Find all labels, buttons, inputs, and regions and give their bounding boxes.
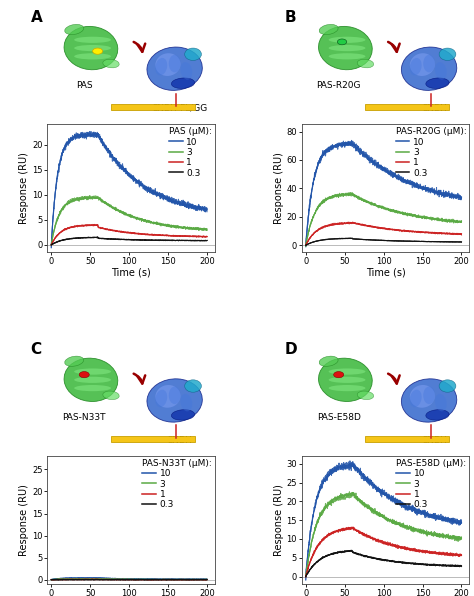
Ellipse shape xyxy=(439,380,456,392)
Text: A: A xyxy=(31,10,42,25)
Ellipse shape xyxy=(185,380,201,392)
Ellipse shape xyxy=(155,385,181,408)
Circle shape xyxy=(334,371,344,378)
Text: PAS-N33T: PAS-N33T xyxy=(63,413,106,422)
FancyArrowPatch shape xyxy=(388,374,400,384)
Ellipse shape xyxy=(435,62,447,79)
Circle shape xyxy=(92,48,103,54)
Legend: 10, 3, 1, 0.3: 10, 3, 1, 0.3 xyxy=(395,126,467,178)
Ellipse shape xyxy=(74,53,111,60)
Ellipse shape xyxy=(181,394,192,411)
Ellipse shape xyxy=(401,379,457,422)
Legend: 10, 3, 1, 0.3: 10, 3, 1, 0.3 xyxy=(168,126,213,178)
Ellipse shape xyxy=(328,53,365,60)
Ellipse shape xyxy=(65,356,84,367)
Ellipse shape xyxy=(74,377,111,383)
Text: C: C xyxy=(31,342,42,356)
Bar xyxy=(365,104,449,110)
Circle shape xyxy=(337,39,346,45)
Ellipse shape xyxy=(155,53,181,76)
Ellipse shape xyxy=(435,394,447,411)
Ellipse shape xyxy=(319,24,338,35)
Y-axis label: Response (RU): Response (RU) xyxy=(19,153,29,224)
Y-axis label: Response (RU): Response (RU) xyxy=(19,484,29,556)
Ellipse shape xyxy=(439,48,456,60)
Text: CNBH-FL/GG: CNBH-FL/GG xyxy=(152,104,208,113)
FancyArrowPatch shape xyxy=(134,374,145,384)
Ellipse shape xyxy=(65,24,84,35)
Ellipse shape xyxy=(103,391,119,399)
Ellipse shape xyxy=(74,385,111,391)
Ellipse shape xyxy=(410,58,422,76)
Y-axis label: Response (RU): Response (RU) xyxy=(273,484,283,556)
Ellipse shape xyxy=(181,62,192,79)
FancyArrowPatch shape xyxy=(134,42,145,52)
Circle shape xyxy=(79,371,89,378)
Ellipse shape xyxy=(147,47,202,91)
Ellipse shape xyxy=(328,368,365,375)
Ellipse shape xyxy=(103,59,119,68)
Ellipse shape xyxy=(328,37,365,43)
Text: PAS: PAS xyxy=(76,81,92,90)
Text: CNBH: CNBH xyxy=(167,436,192,445)
X-axis label: Time (s): Time (s) xyxy=(111,268,151,278)
Bar xyxy=(365,436,449,442)
Text: CNBH: CNBH xyxy=(421,436,447,445)
Ellipse shape xyxy=(357,59,374,68)
Ellipse shape xyxy=(169,387,181,404)
Ellipse shape xyxy=(410,390,422,407)
Ellipse shape xyxy=(74,368,111,375)
Ellipse shape xyxy=(357,391,374,399)
Ellipse shape xyxy=(328,385,365,391)
Legend: 10, 3, 1, 0.3: 10, 3, 1, 0.3 xyxy=(141,458,213,510)
Ellipse shape xyxy=(155,58,167,76)
Ellipse shape xyxy=(74,45,111,51)
Ellipse shape xyxy=(401,47,457,91)
Ellipse shape xyxy=(319,358,372,402)
Ellipse shape xyxy=(410,53,435,76)
Ellipse shape xyxy=(147,379,202,422)
Text: D: D xyxy=(285,342,298,356)
X-axis label: Time (s): Time (s) xyxy=(365,268,405,278)
Ellipse shape xyxy=(426,409,449,420)
Ellipse shape xyxy=(328,45,365,51)
Ellipse shape xyxy=(172,78,195,88)
Ellipse shape xyxy=(426,78,449,88)
Legend: 10, 3, 1, 0.3: 10, 3, 1, 0.3 xyxy=(395,458,467,510)
Ellipse shape xyxy=(410,385,435,408)
Ellipse shape xyxy=(169,55,181,72)
Text: CNBH: CNBH xyxy=(421,104,447,113)
Ellipse shape xyxy=(185,48,201,60)
Text: PAS-E58D: PAS-E58D xyxy=(317,413,361,422)
Ellipse shape xyxy=(423,387,435,404)
Text: PAS-R20G: PAS-R20G xyxy=(317,81,361,90)
Ellipse shape xyxy=(423,55,435,72)
Bar xyxy=(111,104,195,110)
Ellipse shape xyxy=(319,356,338,367)
Bar xyxy=(111,436,195,442)
Ellipse shape xyxy=(328,377,365,383)
Ellipse shape xyxy=(155,390,167,407)
Y-axis label: Response (RU): Response (RU) xyxy=(273,153,283,224)
Ellipse shape xyxy=(172,409,195,420)
FancyArrowPatch shape xyxy=(388,42,400,52)
Ellipse shape xyxy=(64,358,118,402)
Ellipse shape xyxy=(64,26,118,70)
Ellipse shape xyxy=(319,26,372,70)
Text: B: B xyxy=(285,10,297,25)
Ellipse shape xyxy=(74,37,111,43)
